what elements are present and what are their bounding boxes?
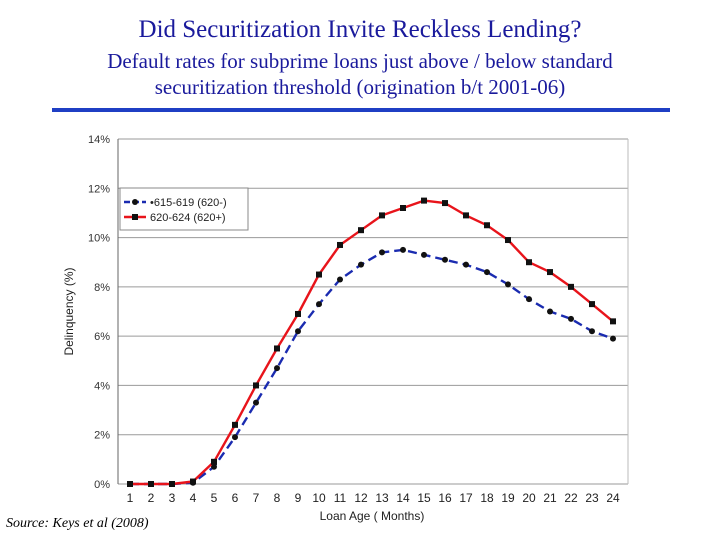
x-tick-label: 7	[253, 491, 260, 505]
legend-label-2: 620-624 (620+)	[150, 212, 226, 224]
x-tick-label: 20	[522, 491, 536, 505]
data-point-square	[211, 458, 217, 465]
x-tick-label: 5	[211, 491, 218, 505]
series-layer	[127, 197, 616, 487]
y-tick-label: 4%	[94, 380, 110, 392]
data-point-square	[169, 481, 175, 487]
x-tick-label: 21	[543, 491, 557, 505]
x-tick-label: 6	[232, 491, 239, 505]
legend-label-1: •615-619 (620-)	[150, 197, 227, 209]
data-point-circle	[463, 261, 469, 268]
data-point-circle	[505, 281, 511, 288]
data-point-square	[547, 269, 553, 276]
data-point-circle	[232, 434, 238, 441]
data-point-circle	[358, 261, 364, 268]
data-point-square	[400, 205, 406, 211]
x-tick-label: 22	[564, 491, 578, 505]
data-point-circle	[589, 328, 595, 335]
data-point-square	[379, 212, 385, 219]
data-point-square	[463, 212, 469, 219]
data-point-square	[148, 481, 154, 487]
axis-layer: 0%2%4%6%8%10%12%14%1 2 3 4 5 6 7 8 9 10 11 12 13 14 15…	[62, 134, 629, 523]
data-point-circle	[547, 308, 553, 315]
y-tick-label: 14%	[88, 134, 110, 146]
y-tick-label: 0%	[94, 479, 110, 491]
x-axis-title: Loan Age ( Months)	[320, 509, 425, 523]
subtitle-line-1: Default rates for subprime loans just ab…	[107, 49, 613, 73]
series-line-2	[130, 199, 614, 486]
source-citation: Source: Keys et al (2008)	[6, 516, 149, 531]
x-tick-label: 19	[501, 491, 515, 505]
legend: •615-619 (620-) 620-624 (620+)	[119, 187, 249, 231]
x-tick-label: 12	[354, 491, 368, 505]
y-tick-label: 12%	[88, 183, 110, 195]
data-point-circle	[400, 246, 406, 253]
y-tick-label: 8%	[94, 282, 110, 294]
x-tick-label: 18	[480, 491, 494, 505]
data-point-circle	[337, 276, 343, 283]
x-tick-label: 1	[127, 491, 134, 505]
x-tick-label: 4	[190, 491, 197, 505]
x-tick-label: 17	[459, 491, 473, 505]
x-tick-label: 9	[295, 491, 302, 505]
x-tick-label: 2	[148, 491, 155, 505]
y-tick-label: 2%	[94, 430, 110, 442]
data-point-circle	[568, 315, 574, 322]
data-point-square	[589, 301, 595, 308]
data-point-square	[484, 222, 490, 229]
x-tick-label: 15	[417, 491, 431, 505]
data-point-square	[421, 197, 427, 204]
data-point-circle	[379, 249, 385, 256]
data-point-square	[127, 481, 133, 487]
x-tick-label: 14	[396, 491, 410, 505]
slide-title: Did Securitization Invite Reckless Lendi…	[138, 16, 582, 43]
data-point-circle	[526, 296, 532, 303]
x-tick-label: 8	[274, 491, 281, 505]
data-point-square	[253, 382, 259, 389]
x-tick-label: 11	[334, 491, 347, 505]
x-tick-label: 24	[606, 491, 620, 505]
data-point-square	[190, 478, 196, 485]
x-tick-label: 16	[438, 491, 452, 505]
y-tick-label: 10%	[88, 233, 110, 245]
data-point-square	[295, 310, 301, 317]
data-point-circle	[316, 301, 322, 308]
data-point-circle	[274, 365, 280, 372]
slide-subtitle: Default rates for subprime loans just ab…	[0, 48, 720, 100]
x-tick-label: 3	[169, 491, 176, 505]
data-point-circle	[421, 251, 427, 258]
data-point-square	[316, 271, 322, 278]
x-tick-label: 13	[375, 491, 389, 505]
data-point-square	[526, 259, 532, 266]
data-point-circle	[610, 335, 616, 342]
legend-marker-square	[132, 214, 138, 220]
data-point-square	[232, 421, 238, 428]
data-point-square	[505, 237, 511, 244]
x-tick-label: 10	[312, 491, 326, 505]
y-axis-title: Delinquency (%)	[62, 267, 76, 355]
legend-box	[119, 187, 249, 231]
data-point-circle	[442, 256, 448, 263]
subtitle-line-2: securitization threshold (origination b/…	[154, 75, 566, 99]
data-point-square	[337, 241, 343, 248]
data-point-square	[358, 227, 364, 234]
title-divider	[52, 108, 670, 112]
data-point-circle	[253, 399, 259, 406]
series-line-1	[130, 248, 614, 486]
x-tick-label: 23	[585, 491, 599, 505]
data-point-circle	[484, 269, 490, 276]
data-point-square	[274, 345, 280, 352]
grid-layer	[118, 138, 628, 485]
data-point-circle	[295, 328, 301, 335]
y-tick-label: 6%	[94, 331, 110, 343]
legend-marker-circle	[132, 199, 138, 205]
data-point-square	[568, 283, 574, 290]
data-point-square	[442, 200, 448, 207]
data-point-square	[610, 318, 616, 325]
data-point-circle	[211, 463, 217, 470]
